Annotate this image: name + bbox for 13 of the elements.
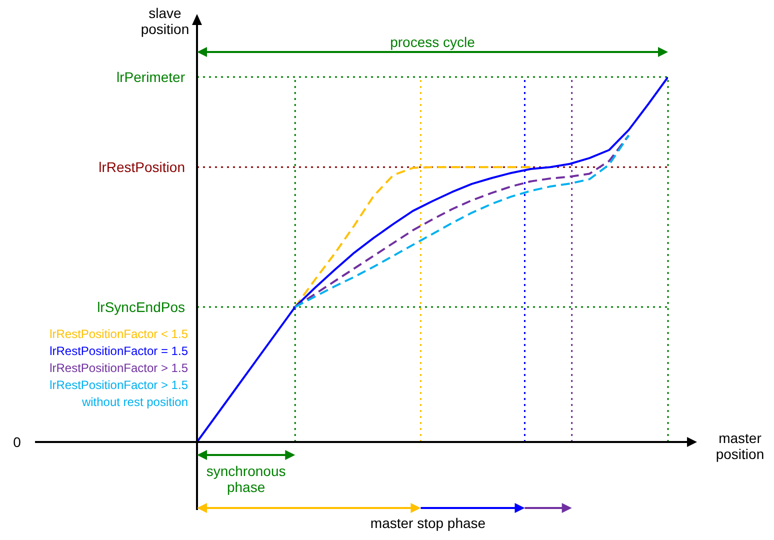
- x-axis-title: master position: [714, 430, 766, 462]
- text: process cycle: [389, 34, 476, 50]
- text: lrRestPositionFactor < 1.5: [48, 326, 188, 343]
- ref-line-label: lrSyncEndPos: [97, 298, 185, 315]
- text: lrRestPositionFactor > 1.5 without rest position: [48, 377, 188, 411]
- ref-line-label: lrRestPosition: [98, 159, 185, 176]
- text: lrRestPositionFactor = 1.5: [48, 343, 188, 360]
- y-axis-title: slave position: [140, 5, 190, 37]
- ref-line-label: lrPerimeter: [116, 68, 186, 85]
- text: synchronous phase: [205, 463, 287, 495]
- text: 0: [12, 434, 22, 450]
- text: master stop phase: [369, 515, 487, 531]
- text: lrRestPositionFactor > 1.5: [48, 360, 188, 377]
